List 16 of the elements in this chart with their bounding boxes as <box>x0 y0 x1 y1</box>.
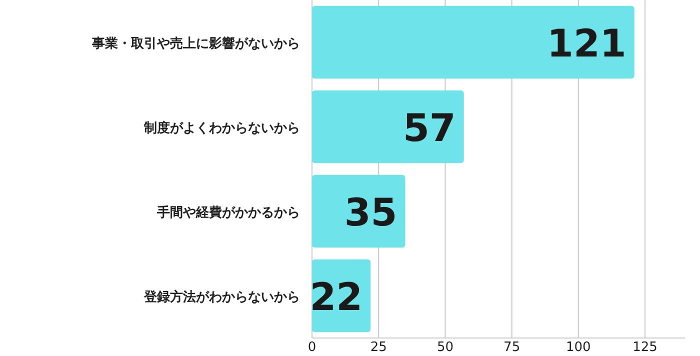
x-tick-label: 0 <box>308 340 316 355</box>
data-label: 22 <box>310 274 363 319</box>
y-tick-label: 制度がよくわからないから <box>143 120 300 136</box>
bar <box>312 6 634 79</box>
y-tick-label: 事業・取引や売上に影響がないから <box>91 35 300 52</box>
data-label: 35 <box>344 190 398 234</box>
bar <box>312 90 464 164</box>
y-tick-label: 手間や経費がかかるから <box>156 204 300 220</box>
x-tick-label: 50 <box>436 340 454 355</box>
x-tick-label: 75 <box>504 340 520 355</box>
data-label: 57 <box>402 106 456 150</box>
x-tick-label: 25 <box>370 340 387 355</box>
x-tick-label: 125 <box>632 340 658 355</box>
y-tick-label: 登録方法がわからないから <box>143 288 300 305</box>
x-tick-label: 100 <box>566 340 591 355</box>
data-label: 121 <box>547 21 626 66</box>
